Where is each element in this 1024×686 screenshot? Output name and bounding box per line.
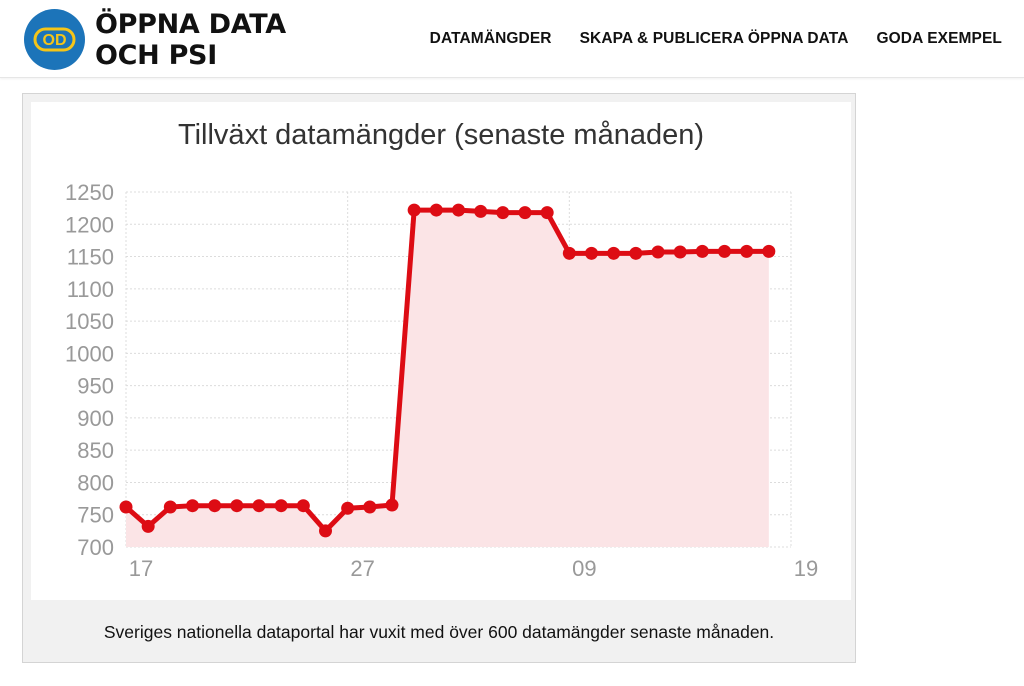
data-point: [718, 244, 731, 258]
series-layer: [119, 203, 776, 547]
growth-chart: Tillväxt datamängder (senaste månaden) 7…: [65, 119, 818, 581]
site-header: OD ÖPPNA DATA OCH PSI DATAMÄNGDER SKAPA …: [0, 0, 1024, 78]
nav-datamangder[interactable]: DATAMÄNGDER: [429, 30, 552, 47]
y-tick-label: 1200: [65, 212, 114, 237]
data-point: [363, 500, 377, 514]
logo-home-link[interactable]: OD ÖPPNA DATA OCH PSI: [24, 6, 294, 72]
y-tick-label: 750: [77, 503, 114, 528]
y-tick-label: 900: [77, 406, 114, 431]
nav-goda-exempel[interactable]: GODA EXEMPEL: [876, 30, 1002, 47]
data-point: [252, 499, 266, 513]
data-point: [540, 206, 554, 220]
data-point: [496, 206, 510, 220]
x-tick-label: 19: [794, 556, 818, 581]
y-tick-label: 800: [77, 470, 114, 495]
data-point: [452, 203, 465, 217]
series-area-fill: [126, 210, 769, 547]
logo-line-2: OCH PSI: [95, 40, 217, 71]
data-point: [740, 244, 754, 258]
main-nav: DATAMÄNGDER SKAPA & PUBLICERA ÖPPNA DATA…: [402, 30, 1002, 48]
y-tick-label: 850: [77, 438, 114, 463]
data-point: [186, 499, 199, 513]
y-tick-label: 1250: [65, 180, 114, 205]
data-point: [629, 246, 643, 260]
data-point: [319, 524, 332, 538]
x-tick-label: 09: [572, 556, 596, 581]
data-point: [695, 244, 709, 258]
data-point: [341, 501, 355, 515]
data-point: [474, 204, 488, 218]
data-point: [429, 203, 443, 217]
data-point: [385, 498, 399, 512]
data-point: [518, 206, 532, 220]
logo-mark-text: OD: [43, 32, 67, 49]
y-tick-label: 1100: [67, 277, 114, 302]
chart-caption: Sveriges nationella dataportal har vuxit…: [103, 622, 775, 642]
data-point: [651, 245, 665, 259]
data-point: [585, 246, 598, 260]
logo-wordmark: ÖPPNA DATA OCH PSI: [95, 9, 286, 71]
chart-title: Tillväxt datamängder (senaste månaden): [178, 119, 704, 151]
x-axis-ticks: 17 27 09 19: [129, 556, 818, 581]
data-point: [673, 245, 687, 259]
y-tick-label: 950: [77, 374, 114, 399]
data-point: [407, 203, 421, 217]
chart-card: Tillväxt datamängder (senaste månaden) 7…: [22, 93, 856, 663]
data-point: [296, 499, 310, 513]
data-point: [208, 499, 222, 513]
data-point: [274, 499, 288, 513]
data-point: [607, 246, 621, 260]
y-tick-label: 700: [77, 535, 114, 560]
y-tick-label: 1150: [67, 245, 114, 270]
x-tick-label: 27: [350, 556, 374, 581]
y-axis-ticks: 700 750 800 850 900 950 1000 1050 1100 1150 1200 12…: [65, 180, 114, 560]
data-point: [762, 244, 776, 258]
y-tick-label: 1050: [65, 309, 114, 334]
logo-mark-icon: OD: [24, 9, 85, 70]
data-point: [119, 500, 133, 514]
logo-line-1: ÖPPNA DATA: [95, 9, 286, 40]
nav-skapa-publicera[interactable]: SKAPA & PUBLICERA ÖPPNA DATA: [579, 30, 849, 47]
x-tick-label: 17: [129, 556, 153, 581]
chart-panel: Tillväxt datamängder (senaste månaden) 7…: [31, 102, 851, 600]
data-point: [562, 246, 576, 260]
y-tick-label: 1000: [65, 341, 114, 366]
data-point: [230, 499, 244, 513]
data-point: [141, 519, 155, 533]
data-point: [163, 500, 177, 514]
